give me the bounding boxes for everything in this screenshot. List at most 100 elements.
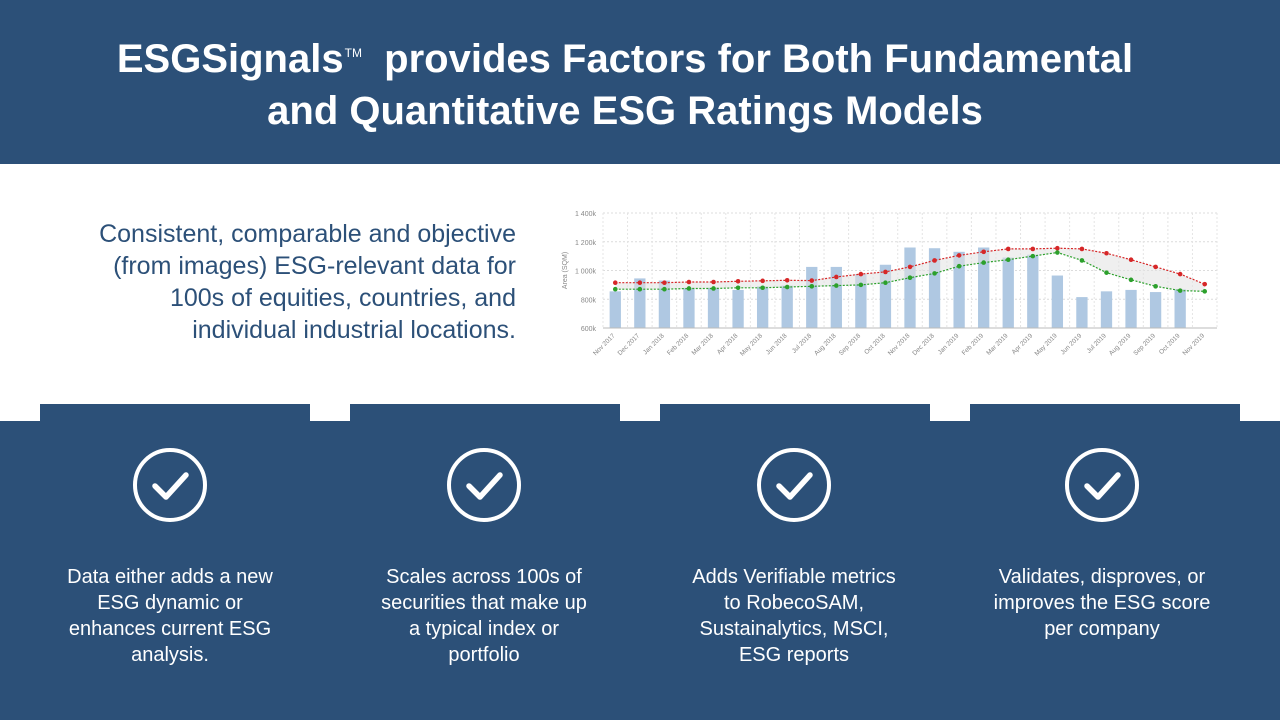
lead-line-3: 100s of equities, countries, and — [169, 284, 516, 312]
lower-series-point — [1128, 277, 1134, 283]
bar — [1076, 297, 1088, 328]
upper-series-point — [981, 249, 986, 255]
x-tick-label: Aug 2018 — [813, 332, 838, 357]
bar — [1174, 289, 1186, 328]
card-text-line: Sustainalytics, MSCI, — [699, 618, 889, 640]
chart-svg: 600k 800k 1 000k 1 200k 1 400k Area (SQM) Nov … — [562, 211, 1218, 358]
check-circle-icon — [447, 448, 521, 522]
y-tick-label: 600k — [581, 326, 597, 333]
y-axis-label: Area (SQM) — [562, 252, 569, 289]
upper-series-point — [883, 269, 888, 275]
x-tick-label: Oct 2019 — [1158, 332, 1182, 356]
y-tick-label: 1 400k — [575, 211, 597, 218]
card-text-line: per company — [1044, 618, 1160, 640]
card-tab-3 — [660, 404, 930, 422]
x-tick-label: Jan 2018 — [642, 332, 666, 356]
card-text-line: Validates, disproves, or — [998, 566, 1206, 588]
upper-series-point — [662, 280, 667, 286]
y-tick-label: 1 000k — [575, 269, 597, 276]
card-text: Data either adds a new ESG dynamic or en… — [35, 564, 305, 668]
upper-series-point — [834, 274, 839, 280]
lower-series-point — [1153, 284, 1158, 289]
lower-series-point — [1177, 288, 1183, 293]
card-text: Adds Verifiable metrics to RobecoSAM, Su… — [659, 564, 929, 668]
upper-series-point — [637, 280, 643, 286]
card-text-line: Adds Verifiable metrics — [692, 566, 896, 588]
x-tick-label: Nov 2018 — [887, 332, 912, 357]
bar — [879, 264, 892, 328]
upper-series-point — [1079, 246, 1085, 252]
lower-series-point — [662, 286, 667, 292]
title-brand: ESGSignals — [116, 37, 344, 81]
range-band — [615, 248, 1205, 292]
lower-series-point — [637, 286, 643, 292]
card-text-line: securities that make up — [381, 592, 587, 614]
upper-series-point — [1030, 246, 1036, 252]
upper-series-point — [809, 278, 815, 283]
x-tick-label: Jun 2018 — [765, 332, 789, 356]
lower-series-point — [981, 260, 986, 265]
upper-series-point — [1202, 281, 1208, 287]
lower-series-point — [956, 263, 962, 269]
x-tick-label: Nov 2017 — [592, 332, 617, 357]
x-tick-label: Apr 2019 — [1011, 332, 1035, 356]
title-line1-rest: provides Factors for Both Fundamental — [384, 37, 1134, 81]
upper-series-point — [1177, 271, 1183, 277]
bar — [978, 247, 990, 328]
bar — [683, 287, 695, 328]
bar — [1100, 291, 1113, 328]
card-text-line: portfolio — [448, 644, 520, 666]
upper-series-point — [1128, 257, 1134, 263]
lower-series-point — [1202, 289, 1208, 294]
card-text-line: a typical index or — [408, 618, 560, 640]
x-tick-label: Nov 2019 — [1182, 332, 1207, 357]
title-line2: and Quantitative ESG Ratings Models — [267, 89, 983, 133]
bar — [953, 251, 965, 328]
feature-panel — [0, 421, 1280, 720]
x-tick-label: Feb 2018 — [666, 332, 691, 357]
upper-series-point — [1055, 245, 1060, 251]
lower-series-point — [1005, 257, 1011, 263]
x-tick-label: Jan 2019 — [937, 332, 961, 356]
card-tab-2 — [350, 404, 620, 422]
bar — [1149, 292, 1162, 328]
trademark-mark: TM — [344, 46, 362, 60]
x-tick-label: Jul 2019 — [1086, 332, 1109, 355]
upper-series-point — [735, 278, 741, 284]
slide-title: ESGSignalsTM provides Factors for Both F… — [60, 33, 1190, 137]
upper-series-point — [1153, 264, 1158, 270]
card-tab-1 — [40, 404, 310, 422]
x-tick-label: Sep 2018 — [838, 332, 863, 357]
card-text-line: Data either adds a new — [67, 566, 273, 588]
upper-series-point — [686, 279, 692, 285]
upper-series-point — [711, 279, 716, 285]
lower-series-point — [1030, 253, 1036, 259]
x-tick-label: Oct 2018 — [863, 332, 887, 356]
bar — [732, 289, 744, 328]
bar — [658, 280, 671, 328]
upper-series-point — [932, 258, 937, 263]
lower-series-point — [612, 286, 618, 292]
lower-series-point — [1079, 258, 1085, 263]
bar — [707, 287, 720, 328]
lower-series-point — [809, 284, 815, 289]
bar — [806, 266, 818, 328]
area-chart: 600k 800k 1 000k 1 200k 1 400k Area (SQM) Nov … — [551, 196, 1231, 364]
x-tick-label: Jun 2019 — [1059, 332, 1083, 356]
card-text: Validates, disproves, or improves the ES… — [967, 564, 1237, 642]
x-tick-label: Sep 2019 — [1132, 332, 1157, 357]
x-tick-label: May 2018 — [739, 332, 764, 357]
lower-series-point — [858, 282, 864, 288]
feature-card-1: Data either adds a new ESG dynamic or en… — [35, 447, 305, 707]
lower-series-point — [711, 286, 716, 291]
lower-series-point — [1104, 270, 1109, 275]
upper-series-point — [956, 253, 962, 258]
bar — [1027, 254, 1039, 328]
upper-series-point — [784, 277, 790, 283]
lower-series-point — [834, 283, 839, 288]
x-tick-label: Aug 2019 — [1108, 332, 1133, 357]
card-text-line: analysis. — [131, 644, 209, 666]
lower-series-point — [883, 280, 888, 286]
upper-series-point — [907, 264, 913, 270]
bar — [1051, 275, 1064, 328]
